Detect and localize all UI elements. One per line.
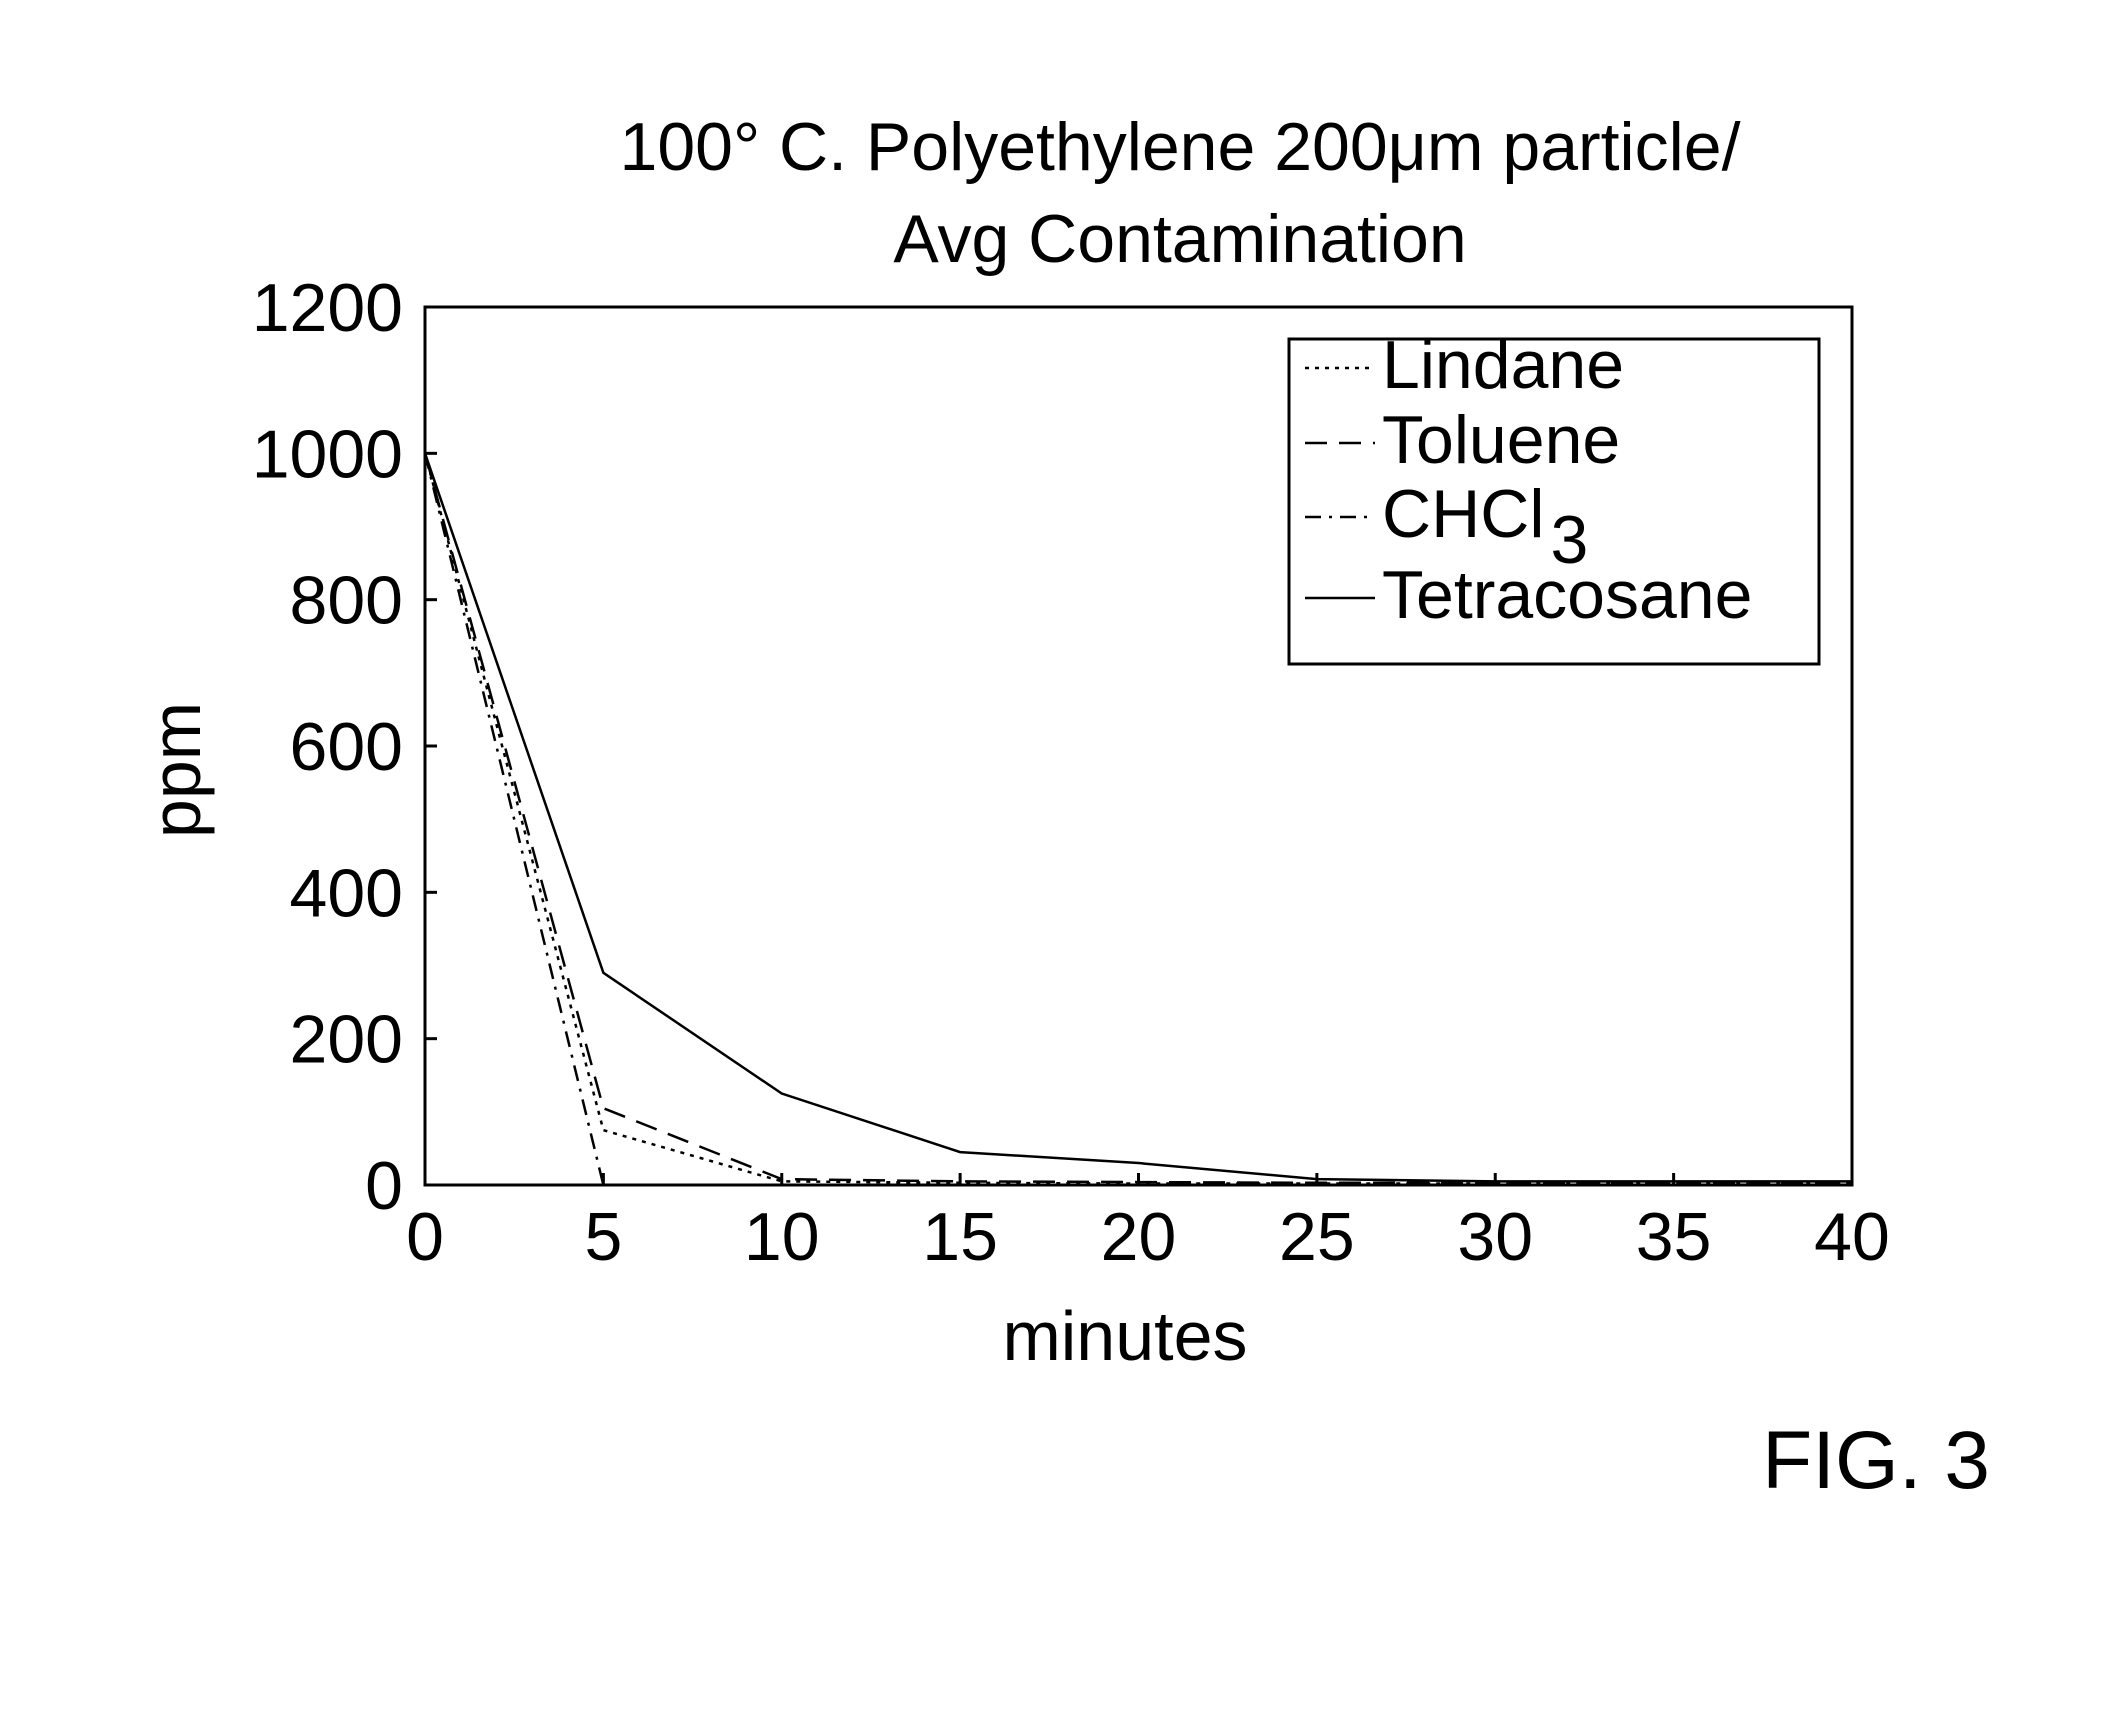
legend: LindaneTolueneCHCl3Tetracosane — [1289, 327, 1819, 664]
figure-label: FIG. 3 — [1762, 1415, 1990, 1506]
x-axis-ticks: 0 5 10 15 20 25 30 35 40 — [406, 1173, 1890, 1275]
x-tick-label: 40 — [1814, 1199, 1890, 1275]
legend-label-tetracosane: Tetracosane — [1382, 557, 1752, 633]
chart-title-line-1: 100° C. Polyethylene 200μm particle/ — [620, 109, 1741, 185]
x-tick-label: 30 — [1457, 1199, 1533, 1275]
x-tick-label: 10 — [744, 1199, 820, 1275]
y-tick-label: 1200 — [252, 270, 403, 346]
x-tick-label: 25 — [1279, 1199, 1355, 1275]
x-tick-label: 5 — [584, 1199, 622, 1275]
chart-title-line-2: Avg Contamination — [893, 201, 1466, 277]
x-tick-label: 0 — [406, 1199, 444, 1275]
y-tick-label: 600 — [290, 709, 403, 785]
y-tick-label: 400 — [290, 855, 403, 931]
series-line-chcl3 — [425, 453, 603, 1185]
x-tick-label: 15 — [922, 1199, 998, 1275]
legend-label-lindane: Lindane — [1382, 327, 1624, 403]
y-axis-ticks: 0 200 400 600 800 1000 1200 — [252, 270, 437, 1224]
y-tick-label: 0 — [365, 1148, 403, 1224]
y-tick-label: 200 — [290, 1002, 403, 1078]
y-tick-label: 1000 — [252, 416, 403, 492]
x-tick-label: 35 — [1636, 1199, 1712, 1275]
x-tick-label: 20 — [1101, 1199, 1177, 1275]
legend-label-toluene: Toluene — [1382, 402, 1620, 478]
x-axis-label: minutes — [1002, 1297, 1247, 1375]
y-tick-label: 800 — [290, 563, 403, 639]
chart-title: 100° C. Polyethylene 200μm particle/ Avg… — [620, 109, 1741, 277]
y-axis-label: ppm — [137, 702, 215, 838]
